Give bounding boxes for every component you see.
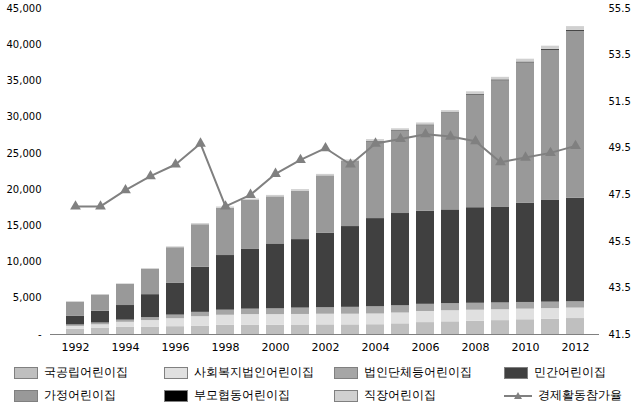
svg-text:2000: 2000: [262, 341, 290, 354]
svg-text:51.5: 51.5: [609, 96, 631, 107]
svg-text:53.5: 53.5: [609, 49, 631, 60]
html-text:민간어린이집: 민간어린이집: [534, 365, 606, 379]
html-text:부모협동어린이집: 부모협동어린이집: [194, 388, 290, 402]
svg-text:41.5: 41.5: [609, 329, 631, 340]
svg-text:2010: 2010: [512, 341, 540, 354]
html-text:경제활동참가율: 경제활동참가율: [538, 388, 622, 402]
svg-text:55.5: 55.5: [609, 3, 631, 14]
html-text:법인단체등어린이집: 법인단체등어린이집: [364, 365, 472, 379]
svg-text:1994: 1994: [112, 341, 140, 354]
svg-text:15,000: 15,000: [7, 220, 42, 231]
svg-text:45.5: 45.5: [609, 236, 631, 247]
svg-text:5,000: 5,000: [13, 292, 42, 303]
svg-text:35,000: 35,000: [7, 75, 42, 86]
html-text:가정어린이집: 가정어린이집: [44, 388, 116, 402]
svg-text:-: -: [38, 329, 42, 340]
svg-text:2008: 2008: [462, 341, 490, 354]
svg-text:45,000: 45,000: [7, 3, 42, 14]
svg-text:49.5: 49.5: [609, 142, 631, 153]
svg-text:25,000: 25,000: [7, 148, 42, 159]
svg-text:1992: 1992: [62, 341, 90, 354]
svg-text:2012: 2012: [562, 341, 590, 354]
svg-text:1996: 1996: [162, 341, 190, 354]
html-text:국공립어린이집: 국공립어린이집: [44, 365, 128, 379]
svg-text:2004: 2004: [362, 341, 390, 354]
svg-text:47.5: 47.5: [609, 189, 631, 200]
svg-text:10,000: 10,000: [7, 256, 42, 267]
svg-text:30,000: 30,000: [7, 111, 42, 122]
svg-text:43.5: 43.5: [609, 282, 631, 293]
svg-text:1998: 1998: [212, 341, 240, 354]
svg-text:20,000: 20,000: [7, 184, 42, 195]
svg-text:40,000: 40,000: [7, 39, 42, 50]
svg-text:2006: 2006: [412, 341, 440, 354]
svg-text:2002: 2002: [312, 341, 340, 354]
html-text:직장어린이집: 직장어린이집: [364, 388, 436, 402]
html-text:사회복지법인어린이집: 사회복지법인어린이집: [194, 365, 314, 379]
